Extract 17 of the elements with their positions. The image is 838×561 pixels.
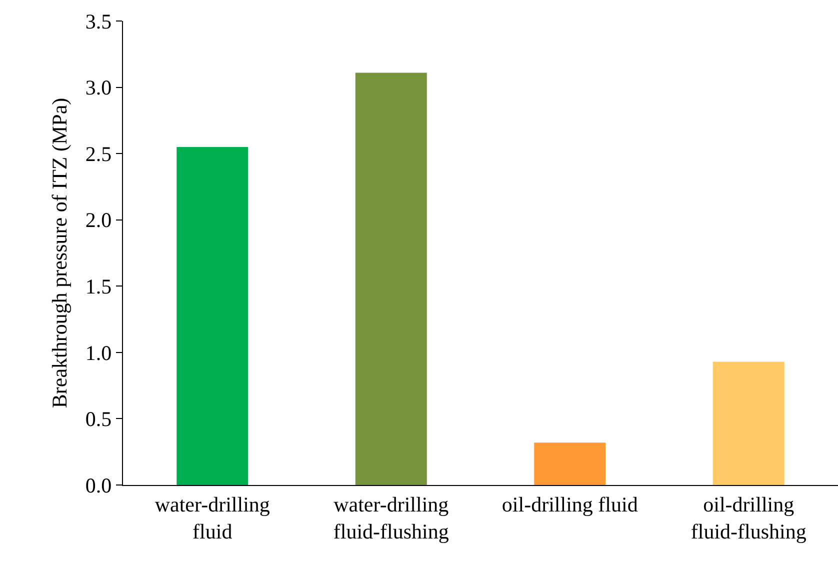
y-tick-label: 1.0: [85, 340, 112, 365]
y-tick-label: 1.5: [85, 274, 112, 298]
x-tick-label: water-drilling fluid: [154, 492, 270, 544]
y-tick-label: 0.5: [85, 407, 112, 432]
y-tick-label: 3.0: [85, 76, 112, 100]
bar: [355, 72, 427, 485]
x-tick-label: water-drilling fluid-flushing: [333, 492, 450, 544]
x-tick-label: oil-drilling fluid: [502, 492, 638, 516]
y-tick-label: 2.5: [85, 142, 112, 166]
y-tick-label: 0.0: [85, 473, 112, 498]
bar: [712, 362, 784, 485]
bar: [176, 146, 248, 485]
y-tick-label: 2.0: [85, 208, 112, 232]
y-tick-label: 3.5: [85, 9, 112, 34]
y-axis-title: Breakthrough pressure of ITZ (MPa): [48, 98, 72, 408]
bar: [534, 442, 606, 485]
x-tick-label: oil-drilling fluid-flushing: [690, 492, 807, 544]
